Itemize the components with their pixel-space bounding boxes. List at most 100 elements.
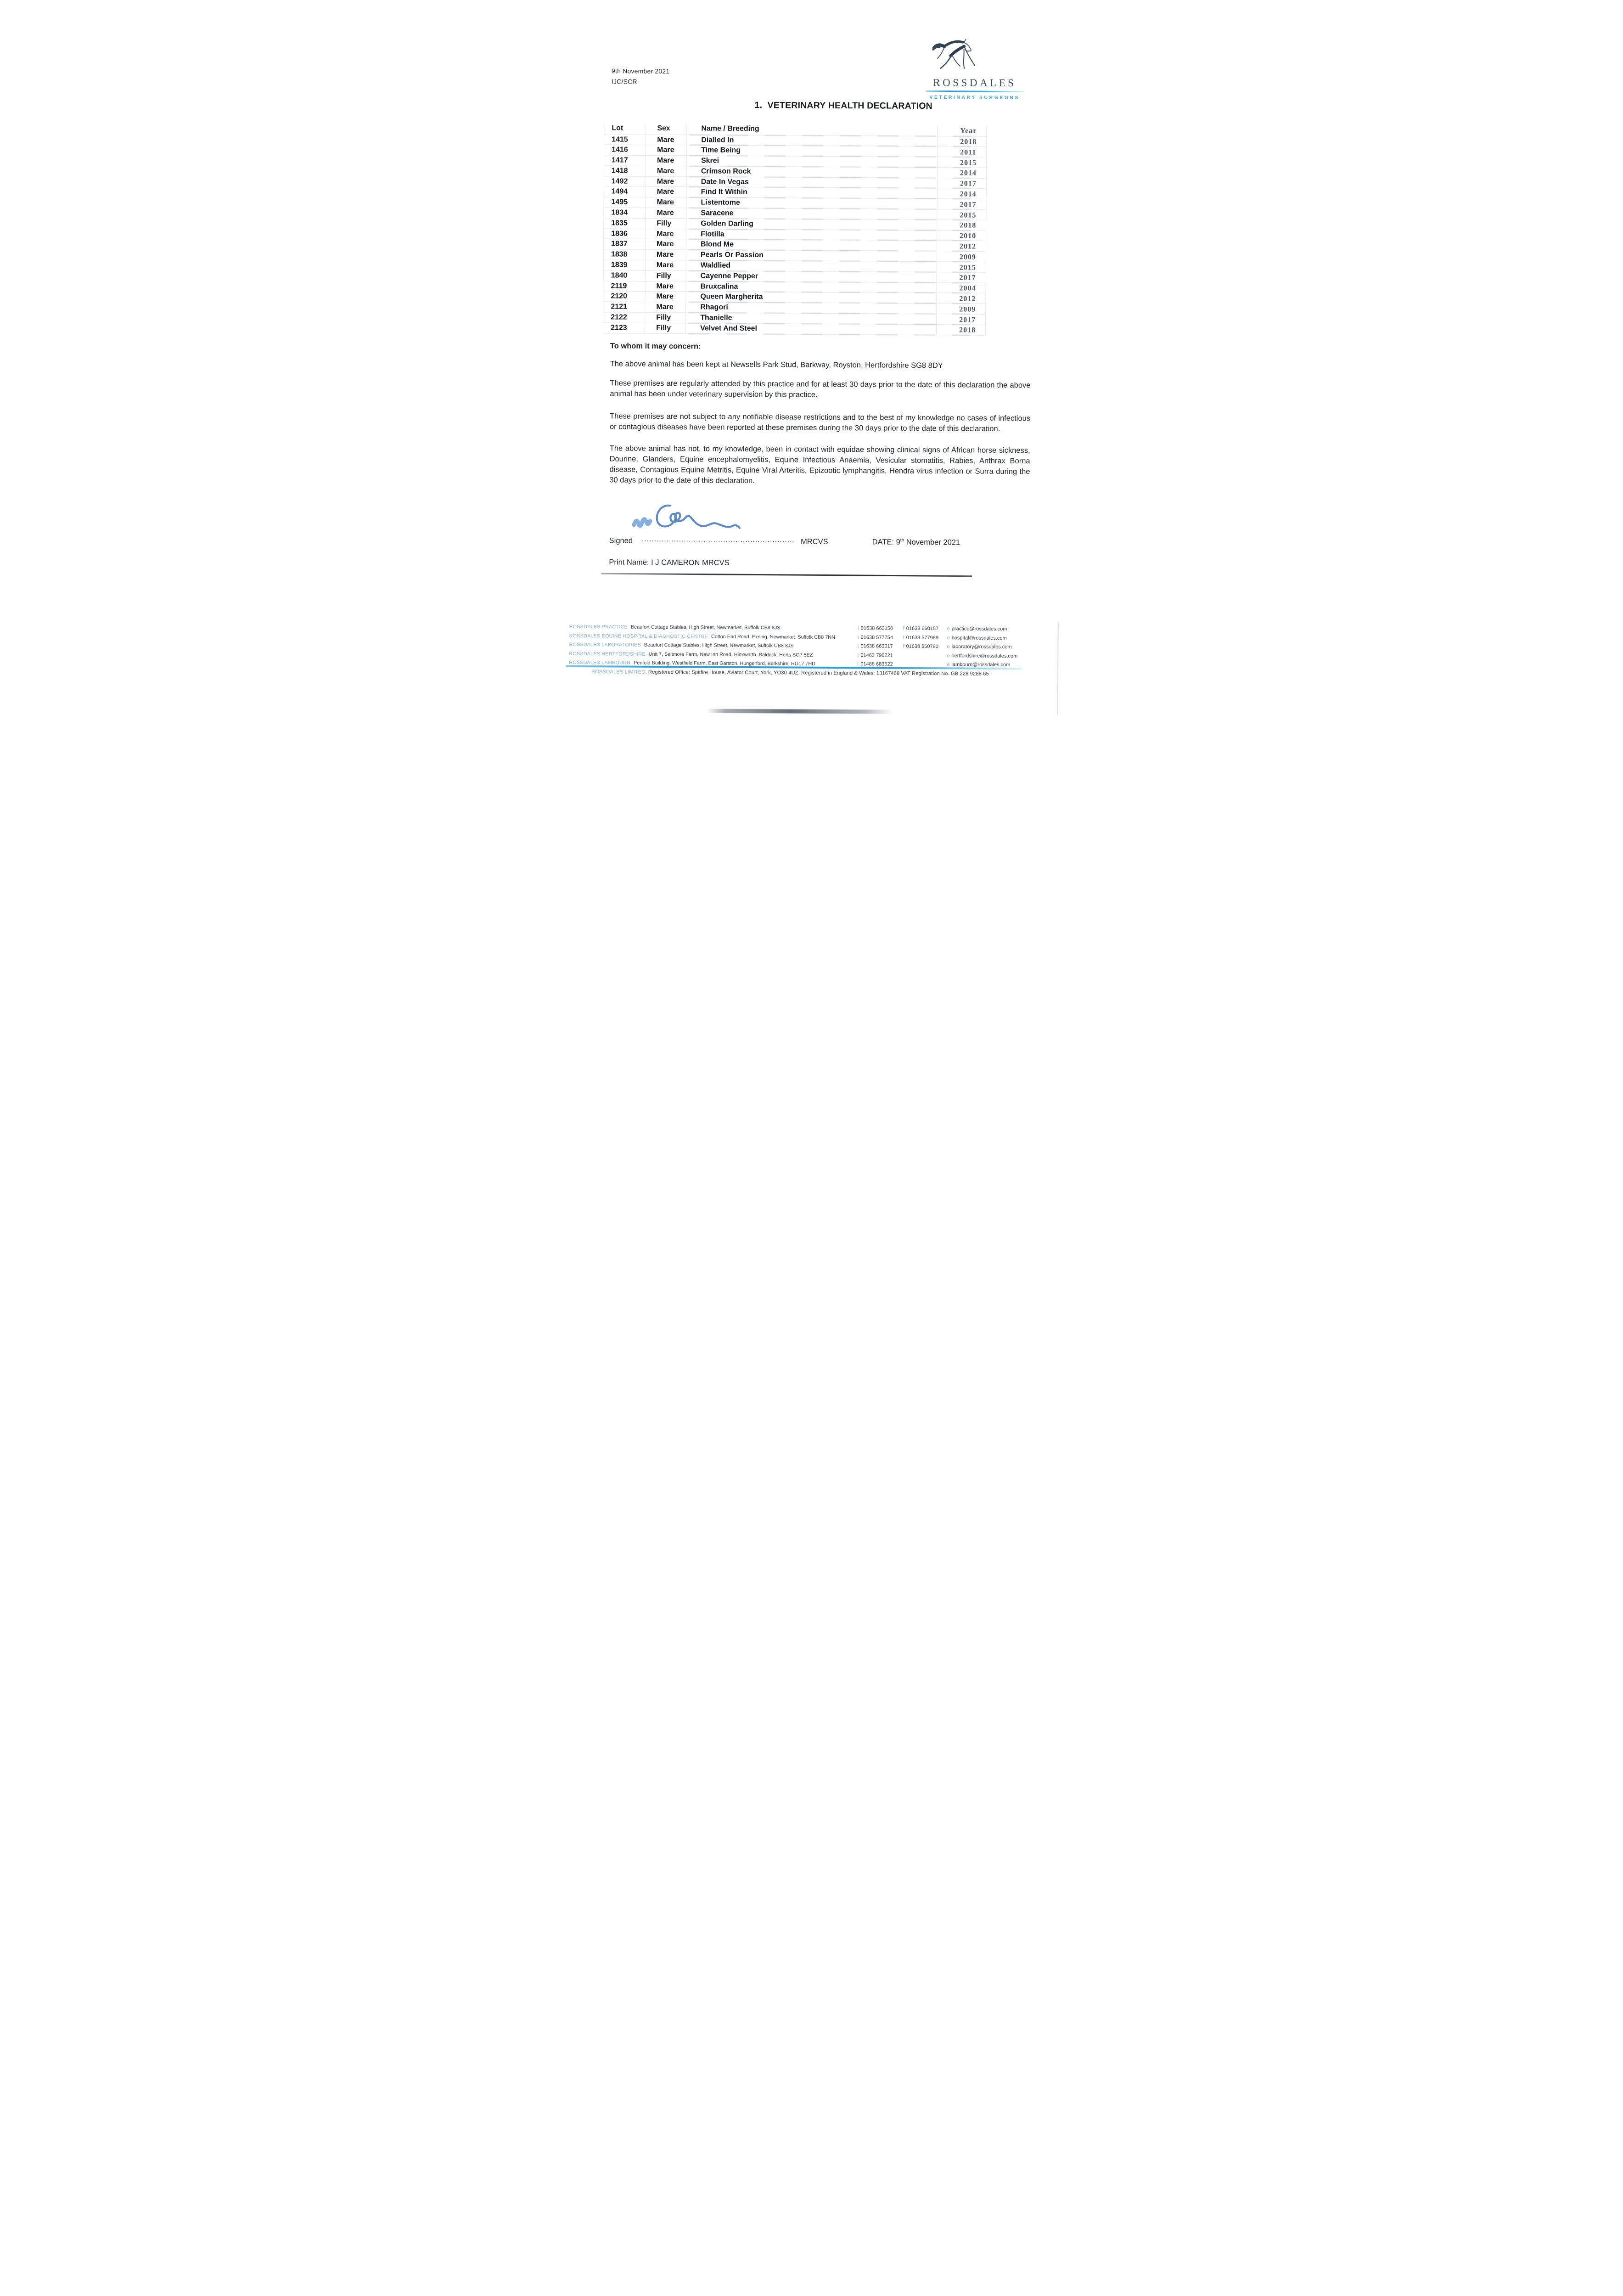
body-paragraph: These premises are regularly attended by… bbox=[609, 379, 1031, 399]
lot-cell: 1418 bbox=[604, 166, 646, 176]
office-fax: f 01638 577989 bbox=[903, 635, 938, 641]
name-cell: Pearls Or Passion bbox=[700, 251, 764, 259]
year-cell: 2018 bbox=[937, 136, 987, 147]
letter-header: 9th November 2021 IJC/SCR bbox=[611, 66, 669, 87]
sex-cell: Mare bbox=[645, 292, 686, 302]
lot-cell: 1492 bbox=[604, 176, 646, 187]
name-cell: Rhagori bbox=[700, 303, 728, 312]
sex-cell: Mare bbox=[646, 155, 687, 166]
year-cell: 2004 bbox=[936, 282, 986, 293]
lot-cell: 1839 bbox=[603, 260, 646, 270]
lot-cell: 2123 bbox=[603, 323, 645, 333]
logo-divider-line bbox=[925, 90, 1024, 93]
year-cell: 2017 bbox=[937, 178, 987, 189]
sex-cell: Mare bbox=[646, 187, 687, 197]
year-cell: 2014 bbox=[937, 188, 987, 199]
office-email: e laboratory@rossdales.com bbox=[946, 644, 1012, 650]
sex-cell: Filly bbox=[645, 323, 686, 333]
office-email: e practice@rossdales.com bbox=[947, 626, 1007, 632]
year-cell: 2009 bbox=[936, 304, 986, 314]
sex-cell: Mare bbox=[645, 260, 686, 271]
name-cell: Crimson Rock bbox=[701, 167, 751, 175]
paragraphs: The above animal has been kept at Newsel… bbox=[609, 359, 1030, 488]
sex-cell: Mare bbox=[645, 229, 686, 239]
sex-cell: Mare bbox=[645, 302, 686, 313]
qualification: MRCVS bbox=[800, 537, 828, 546]
sex-cell: Mare bbox=[646, 176, 687, 187]
lot-cell: 1834 bbox=[603, 208, 646, 218]
name-cell: Skrei bbox=[701, 157, 719, 165]
name-cell: Date In Vegas bbox=[701, 178, 749, 186]
sex-cell: Mare bbox=[645, 281, 686, 292]
office-address: Unit 7, Saltmore Farm, New Inn Road, Hin… bbox=[648, 651, 813, 658]
logo-brand-text: ROSSDALES bbox=[932, 77, 1016, 89]
year-cell: 2017 bbox=[936, 314, 986, 325]
sex-cell: Filly bbox=[645, 270, 686, 281]
office-fax: f 01638 560780 bbox=[902, 643, 938, 650]
document-reference: IJC/SCR bbox=[611, 78, 637, 85]
lot-cell: 1840 bbox=[603, 270, 646, 281]
year-cell: 2010 bbox=[936, 230, 986, 241]
year-cell: 2012 bbox=[936, 293, 986, 304]
signed-row: Signed..................................… bbox=[609, 535, 960, 547]
lot-cell: 1415 bbox=[604, 134, 646, 145]
name-cell: Cayenne Pepper bbox=[700, 272, 758, 280]
sex-cell: Mare bbox=[646, 166, 687, 176]
lot-cell: 2122 bbox=[603, 312, 645, 323]
name-cell: Flotilla bbox=[700, 230, 724, 238]
name-cell: Time Being bbox=[701, 146, 741, 155]
registered-company: ROSSDALES LIMITED, bbox=[591, 669, 647, 675]
rossdales-logo: ROSSDALES VETERINARY SURGEONS bbox=[925, 36, 1024, 101]
name-cell: Waldlied bbox=[700, 261, 730, 270]
name-cell: Queen Margherita bbox=[700, 293, 763, 301]
body-paragraph: The above animal has not, to my knowledg… bbox=[609, 444, 1030, 485]
office-fax: f 01638 660157 bbox=[903, 625, 938, 632]
declaration-table: Lot Sex Name / Breeding Year 1415 Mare D… bbox=[602, 123, 987, 336]
lot-cell: 1838 bbox=[603, 249, 646, 260]
table-row: 2123 Filly Velvet And Steel 2018 bbox=[603, 323, 986, 336]
logo-tagline: VETERINARY SURGEONS bbox=[929, 95, 1020, 101]
year-cell: 2017 bbox=[936, 199, 987, 209]
print-name: Print Name: I J CAMERON MRCVS bbox=[608, 558, 730, 567]
lot-cell: 2121 bbox=[603, 302, 645, 312]
lot-cell: 2120 bbox=[603, 291, 646, 302]
scanned-document-page: 9th November 2021 IJC/SCR ROSSDALES VETE… bbox=[559, 0, 1064, 715]
office-address: Beaufort Cottage Stables, High Street, N… bbox=[644, 642, 794, 649]
signature-ink bbox=[625, 501, 745, 538]
lot-cell: 1416 bbox=[604, 145, 646, 155]
office-name: ROSSDALES LABORATORIES bbox=[568, 642, 641, 648]
signature-dotted-line: ........................................… bbox=[641, 535, 794, 544]
page-content: 9th November 2021 IJC/SCR ROSSDALES VETE… bbox=[559, 0, 1064, 715]
name-cell: Golden Darling bbox=[700, 219, 753, 228]
horizontal-rule bbox=[601, 573, 972, 577]
lot-cell: 1494 bbox=[604, 186, 646, 197]
lot-cell: 1836 bbox=[603, 229, 646, 239]
registered-details: Registered Office: Spitfire House, Aviat… bbox=[646, 669, 989, 677]
year-cell: 2015 bbox=[936, 209, 986, 220]
sex-cell: Mare bbox=[645, 239, 686, 250]
header-name: Name / Breeding bbox=[701, 124, 759, 133]
scan-bottom-smudge bbox=[707, 709, 893, 714]
lot-cell: 2119 bbox=[603, 281, 646, 292]
scan-edge-artifact bbox=[1057, 622, 1059, 715]
page-title: 1. VETERINARY HEALTH DECLARATION bbox=[754, 100, 932, 112]
office-telephone: t 01638 663150 bbox=[857, 625, 893, 631]
office-fax bbox=[903, 653, 904, 658]
salutation: To whom it may concern: bbox=[610, 342, 701, 351]
name-cell: Find It Within bbox=[701, 188, 747, 197]
sex-cell: Mare bbox=[646, 145, 687, 156]
handwritten-signature-icon bbox=[631, 504, 741, 529]
office-name: ROSSDALES PRACTICE bbox=[569, 624, 628, 630]
name-cell: Thanielle bbox=[700, 314, 732, 322]
office-email: e hertfordshire@rossdales.com bbox=[946, 653, 1017, 659]
year-cell: 2009 bbox=[936, 251, 986, 262]
declaration-date: DATE: 9th November 2021 bbox=[872, 538, 960, 547]
name-cell: Velvet And Steel bbox=[700, 324, 757, 332]
body-paragraph: These premises are not subject to any no… bbox=[609, 412, 1030, 433]
office-telephone: t 01462 790221 bbox=[857, 653, 893, 658]
header-sex: Sex bbox=[646, 123, 687, 135]
year-cell: 2015 bbox=[936, 262, 986, 272]
sex-cell: Mare bbox=[646, 135, 687, 145]
header-year: Year bbox=[937, 125, 987, 136]
sex-cell: Filly bbox=[645, 218, 686, 229]
